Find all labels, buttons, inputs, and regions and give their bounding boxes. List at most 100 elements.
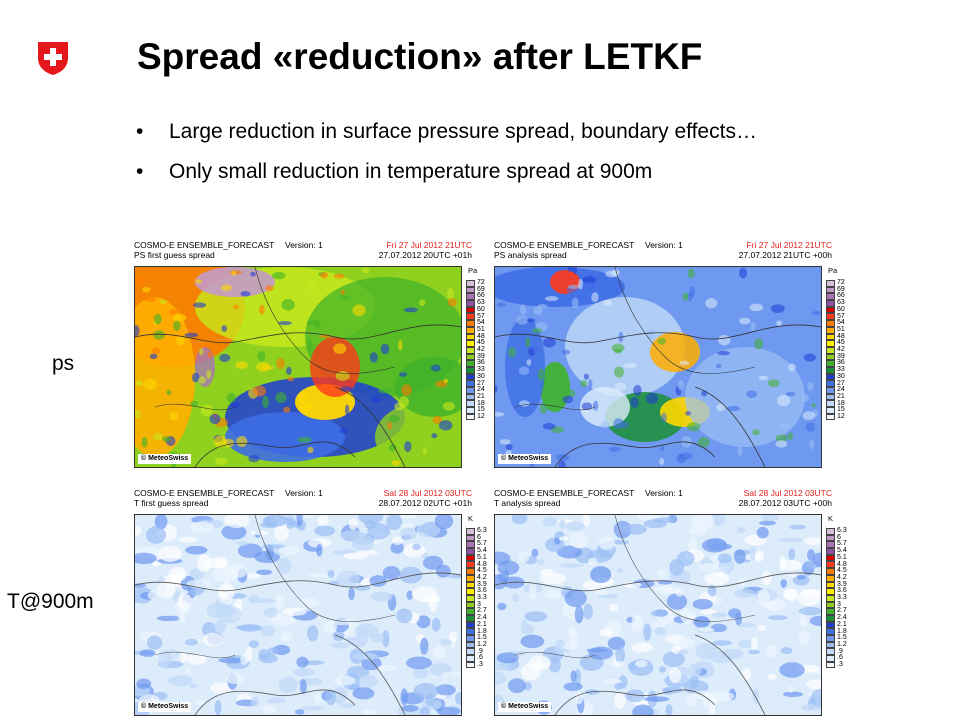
colorbar: Pa 72 69 66 63 60 57 54 51 48 45 42 39 36 33 30 27 24 21 18… (466, 266, 490, 468)
colorbar-tick-label: 42 (477, 346, 485, 354)
map-header-right: Sat 28 Jul 2012 03UTC 28.07.2012 03UTC +0… (739, 488, 832, 508)
colorbar-swatch (466, 306, 475, 314)
colorbar-tick-label: 30 (837, 372, 845, 380)
colorbar-swatch (826, 541, 835, 549)
colorbar-tick-label: 18 (477, 399, 485, 407)
colorbar-swatch (466, 554, 475, 562)
colorbar-swatch (826, 320, 835, 327)
colorbar-swatch (826, 621, 835, 629)
colorbar-tick-label: 4.2 (477, 573, 487, 581)
colorbar-swatch (466, 594, 475, 602)
colorbar-swatch (826, 380, 835, 387)
colorbar-ticks: 6.3 6 5.7 5.4 5.1 4.8 4.5 4.2 3.9 3.6 3.3 3 2.7 2.4 2.… (837, 527, 847, 669)
colorbar-tick-label: 69 (837, 285, 845, 293)
colorbar-tick-label: 4.5 (837, 567, 847, 575)
colorbar-tick-label: 39 (837, 352, 845, 360)
colorbar: K 6.3 6 5.7 5.4 5.1 4.8 4.5 4.2 3.9 3.6 3.3 3 2.7 2.4 2… (826, 514, 850, 716)
colorbar-unit: Pa (828, 266, 838, 275)
colorbar-swatch (466, 574, 475, 582)
colorbar-swatch (826, 614, 835, 622)
map-run-time: 28.07.2012 02UTC +01h (378, 498, 472, 508)
colorbar-tick-label: .6 (477, 654, 483, 662)
colorbar-swatch (466, 528, 475, 535)
map-valid-time: Fri 27 Jul 2012 21UTC (746, 240, 832, 250)
colorbar-swatch (826, 326, 835, 334)
colorbar-swatch (826, 360, 835, 367)
colorbar-swatch (826, 648, 835, 656)
colorbar-tick-label: 51 (477, 325, 485, 333)
colorbar-tick-label: 6 (477, 533, 481, 541)
colorbar-swatch (826, 333, 835, 341)
colorbar-swatch (826, 554, 835, 562)
colorbar-tick-label: 5.7 (837, 540, 847, 548)
map-header-left: COSMO-E ENSEMBLE_FORECAST T first guess s… (134, 488, 274, 508)
colorbar-swatch (826, 366, 835, 374)
row-label-t900: T@900m (7, 590, 94, 613)
map-model-name: COSMO-E ENSEMBLE_FORECAST (134, 488, 275, 498)
colorbar-tick-label: 1.5 (477, 634, 487, 642)
colorbar-tick-label: 63 (837, 299, 845, 307)
colorbar-swatch (826, 286, 835, 294)
colorbar: Pa 72 69 66 63 60 57 54 51 48 45 42 39 36 33 30 27 24 21 18… (826, 266, 850, 468)
colorbar-tick-label: 1.5 (837, 634, 847, 642)
colorbar-tick-label: 2.1 (477, 620, 487, 628)
colorbar-tick-label: 33 (837, 366, 845, 374)
colorbar-ticks: 6.3 6 5.7 5.4 5.1 4.8 4.5 4.2 3.9 3.6 3.3 3 2.7 2.4 2.… (477, 527, 487, 669)
colorbar-tick-label: 60 (837, 305, 845, 313)
map-version: Version: 1 (285, 488, 323, 498)
colorbar-swatch (826, 340, 835, 347)
colorbar-tick-label: 6.3 (477, 527, 487, 534)
colorbar-swatch (826, 353, 835, 361)
colorbar-tick-label: 72 (477, 279, 485, 286)
colorbar-tick-label: 57 (837, 312, 845, 320)
map-header-left: COSMO-E ENSEMBLE_FORECAST PS first guess … (134, 240, 274, 260)
colorbar-swatch (466, 641, 475, 649)
colorbar-swatch (466, 608, 475, 615)
map-field-area: © MeteoSwiss (494, 514, 822, 716)
row-label-ps: ps (52, 352, 75, 375)
colorbar-tick-label: 4.8 (837, 560, 847, 568)
bullet-list: • Large reduction in surface pressure spr… (136, 118, 856, 198)
colorbar-swatch (466, 353, 475, 361)
map-header-right: Fri 27 Jul 2012 21UTC 27.07.2012 20UTC +0… (379, 240, 472, 260)
colorbar-swatch (466, 413, 475, 421)
map-run-time: 28.07.2012 03UTC +00h (738, 498, 832, 508)
colorbar-swatch (826, 548, 835, 555)
colorbar-tick-label: .6 (837, 654, 843, 662)
colorbar-tick-label: 5.4 (837, 547, 847, 555)
colorbar-swatch (466, 548, 475, 555)
colorbar-swatch (826, 588, 835, 595)
colorbar-swatch (826, 306, 835, 314)
colorbar-swatch (466, 407, 475, 414)
colorbar-tick-label: 2.1 (837, 620, 847, 628)
spread-field-map (495, 267, 821, 467)
colorbar-swatch (466, 373, 475, 381)
colorbar-tick-label: 48 (837, 332, 845, 340)
colorbar-swatch (466, 561, 475, 569)
colorbar-tick-label: 5.7 (477, 540, 487, 548)
map-version: Version: 1 (285, 240, 323, 250)
colorbar-swatch (826, 601, 835, 609)
colorbar-ticks: 72 69 66 63 60 57 54 51 48 45 42 39 36 33 30 27 24 21 18 15… (837, 279, 845, 421)
colorbar-swatch (466, 293, 475, 301)
colorbar-swatch (466, 568, 475, 575)
colorbar-swatches (466, 528, 475, 669)
bullet-text: Only small reduction in temperature spre… (169, 160, 653, 183)
colorbar-tick-label: 2.4 (837, 614, 847, 622)
colorbar-tick-label: 33 (477, 366, 485, 374)
map-version: Version: 1 (645, 488, 683, 498)
meteoswiss-credit: © MeteoSwiss (498, 702, 552, 712)
colorbar-tick-label: 42 (837, 346, 845, 354)
colorbar-swatch (466, 621, 475, 629)
colorbar-swatches (466, 280, 475, 421)
map-model-name: COSMO-E ENSEMBLE_FORECAST (134, 240, 275, 250)
colorbar-swatches (826, 528, 835, 669)
colorbar-tick-label: 24 (837, 386, 845, 394)
colorbar-tick-label: .9 (837, 647, 843, 655)
colorbar-tick-label: 1.8 (837, 627, 847, 635)
colorbar-tick-label: 3.9 (477, 580, 487, 588)
colorbar-tick-label: 51 (837, 325, 845, 333)
map-model-name: COSMO-E ENSEMBLE_FORECAST (494, 240, 635, 250)
colorbar-tick-label: 66 (477, 292, 485, 300)
page-title: Spread «reduction» after LETKF (137, 36, 703, 77)
